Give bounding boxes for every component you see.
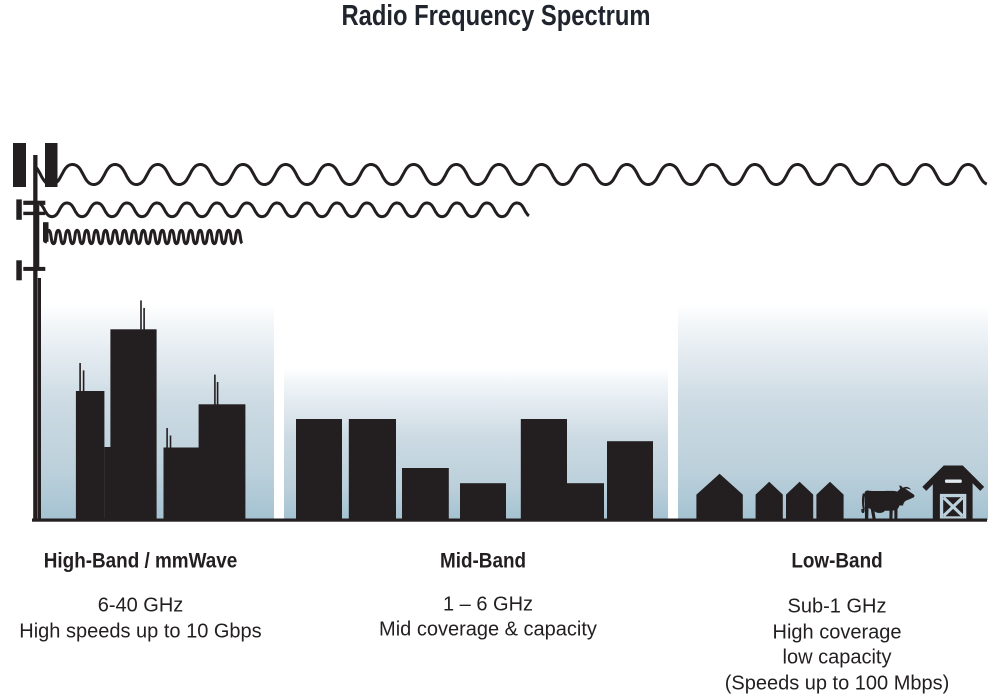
svg-text:6-40 GHz: 6-40 GHz xyxy=(98,595,184,617)
svg-text:Sub-1 GHz: Sub-1 GHz xyxy=(788,595,887,617)
svg-text:1 – 6 GHz: 1 – 6 GHz xyxy=(443,594,533,616)
svg-text:High-Band / mmWave: High-Band / mmWave xyxy=(44,550,237,573)
svg-text:low capacity: low capacity xyxy=(783,647,892,669)
svg-text:High speeds up to 10 Gbps: High speeds up to 10 Gbps xyxy=(19,621,261,643)
svg-text:(Speeds up to 100 Mbps): (Speeds up to 100 Mbps) xyxy=(725,672,950,694)
svg-text:Mid-Band: Mid-Band xyxy=(440,550,526,573)
svg-text:Low-Band: Low-Band xyxy=(791,550,882,573)
svg-text:High coverage: High coverage xyxy=(773,622,902,644)
svg-text:Mid coverage & capacity: Mid coverage & capacity xyxy=(379,618,597,640)
svg-text:Radio Frequency Spectrum: Radio Frequency Spectrum xyxy=(342,0,651,32)
